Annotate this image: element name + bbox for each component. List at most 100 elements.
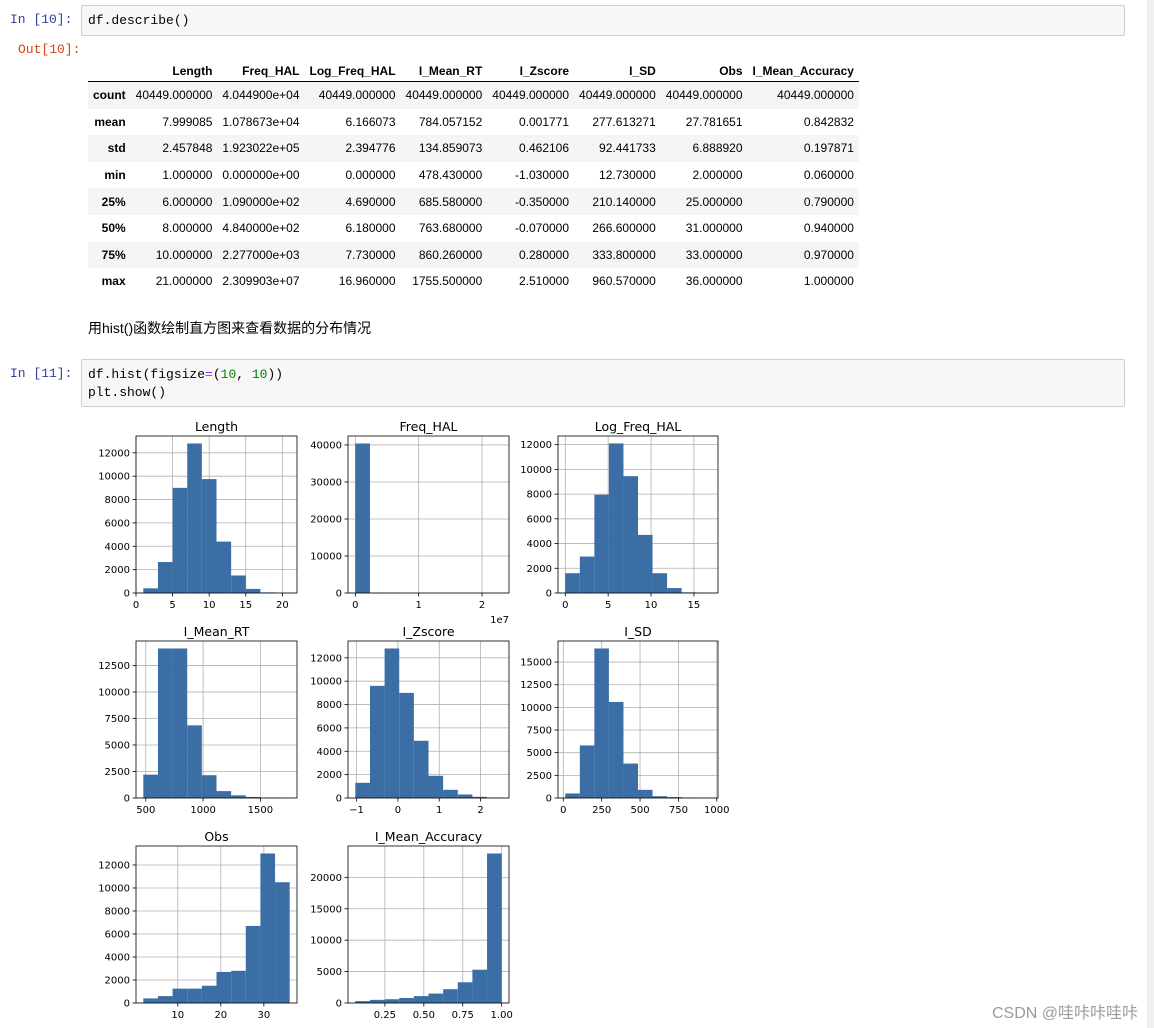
y-tick-label: 2500 xyxy=(105,767,130,778)
histogram-bar xyxy=(369,999,385,1003)
histogram-bar xyxy=(428,993,444,1003)
histogram-bar xyxy=(413,740,429,798)
histogram-bar xyxy=(157,996,173,1003)
table-cell: 7.730000 xyxy=(345,247,396,262)
table-cell: 40449.000000 xyxy=(318,88,396,103)
table-cell: 0.197871 xyxy=(803,141,854,156)
x-tick-label: 5 xyxy=(605,600,611,611)
histogram-bar xyxy=(652,573,668,593)
table-cell: 40449.000000 xyxy=(405,88,483,103)
y-tick-label: 15000 xyxy=(310,904,342,915)
histogram-bar xyxy=(652,796,668,798)
x-tick-label: 10 xyxy=(171,1010,184,1021)
axes-frame xyxy=(347,640,510,799)
y-tick-label: 5000 xyxy=(105,740,130,751)
histogram-bar xyxy=(608,701,624,798)
watermark: CSDN @哇咔咔哇咔 xyxy=(991,1005,1138,1022)
y-tick-label: 8000 xyxy=(527,490,552,501)
histogram-bar xyxy=(172,648,188,798)
table-cell: 266.600000 xyxy=(592,221,656,236)
x-tick-label: 20 xyxy=(276,600,289,611)
table-cell: -0.350000 xyxy=(514,194,570,209)
y-tick-label: 4000 xyxy=(105,542,130,553)
y-tick-label: 10000 xyxy=(310,551,342,562)
table-cell: 40449.000000 xyxy=(135,88,213,103)
axes-frame xyxy=(347,845,510,1004)
axes-frame xyxy=(135,435,298,594)
histogram-bar xyxy=(399,692,414,798)
histogram-bar xyxy=(369,685,385,798)
row-label: 25% xyxy=(101,194,126,209)
code-cell-11[interactable]: df.hist(figsize=(10, 10)) plt.show() xyxy=(81,359,1125,407)
table-cell: 2.394776 xyxy=(345,141,396,156)
axis-offset-label: 1e7 xyxy=(490,615,509,626)
histogram-bar xyxy=(355,443,370,593)
histogram-bar xyxy=(638,789,653,798)
y-tick-label: 10000 xyxy=(98,687,130,698)
table-cell: 0.940000 xyxy=(803,221,854,236)
y-tick-label: 10000 xyxy=(310,936,342,947)
table-cell: 2.277000e+03 xyxy=(222,247,300,262)
table-body: count 40449.000000 4.044900e+04 40449.00000… xyxy=(88,81,859,295)
table-column-header: I_Zscore xyxy=(487,56,575,82)
y-tick-label: 4000 xyxy=(317,747,342,758)
table-column-header: Length xyxy=(130,56,218,82)
y-tick-label: 40000 xyxy=(310,440,342,451)
histogram-bar xyxy=(216,971,232,1003)
y-tick-label: 0 xyxy=(124,589,130,600)
output-prompt-10: Out[10]: xyxy=(18,42,81,57)
histogram-bar xyxy=(172,988,188,1003)
code-text: , xyxy=(236,367,252,382)
y-tick-label: 10000 xyxy=(310,677,342,688)
x-tick-label: 0.50 xyxy=(413,1010,435,1021)
code-cell-10[interactable]: df.describe() xyxy=(81,5,1125,36)
y-tick-label: 8000 xyxy=(105,495,130,506)
y-tick-label: 7500 xyxy=(527,726,552,737)
table-cell: 92.441733 xyxy=(599,141,656,156)
table-cell: 2.309903e+07 xyxy=(222,274,300,289)
table-index-header xyxy=(88,56,131,82)
row-label: count xyxy=(93,88,126,103)
input-prompt-11: In [11]: xyxy=(10,366,73,381)
row-label: 75% xyxy=(101,247,126,262)
y-tick-label: 2000 xyxy=(527,564,552,575)
page-scrollbar[interactable] xyxy=(1147,0,1154,1028)
table-cell: 6.888920 xyxy=(692,141,743,156)
x-tick-label: 10 xyxy=(645,600,658,611)
table-column-header: I_Mean_Accuracy xyxy=(747,56,859,82)
table-cell: 1755.500000 xyxy=(412,274,483,289)
table-row: mean 7.999085 1.078673e+04 6.166073 784.0571… xyxy=(88,109,859,136)
histogram-bar xyxy=(231,575,246,593)
histogram-bar xyxy=(457,794,473,798)
y-tick-label: 0 xyxy=(124,794,130,805)
table-cell: 10.000000 xyxy=(155,247,213,262)
y-tick-label: 12500 xyxy=(520,680,552,691)
histogram-bar xyxy=(172,487,188,593)
histogram-bar xyxy=(216,541,232,593)
histogram-bar xyxy=(472,969,488,1003)
histogram-bar xyxy=(201,479,217,593)
y-tick-label: 0 xyxy=(336,794,342,805)
table-cell: 4.840000e+02 xyxy=(222,221,300,236)
table-cell: 2.000000 xyxy=(692,168,743,183)
input-prompt-10: In [10]: xyxy=(10,12,73,27)
histogram-bar xyxy=(579,745,595,798)
table-header-row: Length Freq_HAL Log_Freq_HAL I_Mean_RT I_Zsc… xyxy=(88,56,859,82)
table-row: std 2.457848 1.923022e+05 2.394776 134.85907… xyxy=(88,135,859,162)
table-cell: 0.000000e+00 xyxy=(222,168,300,183)
table-cell: 333.800000 xyxy=(592,247,656,262)
histogram-bar xyxy=(638,534,653,593)
y-tick-label: 20000 xyxy=(310,873,342,884)
table-cell: 12.730000 xyxy=(599,168,656,183)
histogram-bar xyxy=(565,573,580,593)
histogram-bar xyxy=(594,648,609,798)
x-tick-label: 1000 xyxy=(190,805,215,816)
table-cell: 21.000000 xyxy=(155,274,213,289)
plot-title: I_SD xyxy=(624,624,652,639)
histogram-bar xyxy=(245,925,261,1003)
y-tick-label: 7500 xyxy=(105,714,130,725)
histogram-bar xyxy=(187,988,202,1003)
table-cell: 0.000000 xyxy=(345,168,396,183)
table-cell: 478.430000 xyxy=(418,168,483,183)
